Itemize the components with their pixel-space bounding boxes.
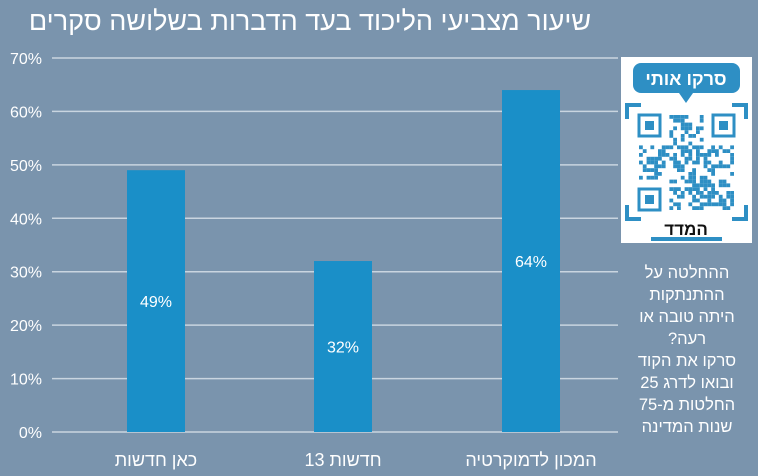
y-tick-label: 70% (10, 51, 42, 68)
qr-badge-text: סרקו אותי (645, 69, 726, 89)
bar (314, 261, 372, 432)
bar (127, 170, 185, 432)
x-category-label: כאן חדשות (115, 450, 198, 470)
x-category-label: המכון לדמוקרטיה (465, 450, 596, 470)
x-category-label: חדשות 13 (304, 450, 381, 470)
side-caption-line: רעה? (667, 330, 707, 348)
y-tick-label: 0% (19, 425, 42, 442)
bar (502, 90, 560, 433)
y-tick-label: 40% (10, 211, 42, 228)
y-tick-label: 50% (10, 158, 42, 175)
y-tick-label: 10% (10, 372, 42, 389)
qr-code-image: סרקו אותי המדד (625, 63, 748, 241)
y-tick-label: 30% (10, 265, 42, 282)
qr-code-panel[interactable]: סרקו אותי המדד (621, 57, 752, 243)
side-caption-line: היתה טובה או (639, 308, 735, 326)
side-caption: ההחלטה על ההתנתקות היתה טובה או רעה? סרקו את… (622, 262, 752, 438)
chart-title: שיעור מצביעי הליכוד בעד הדברות בשלושה סק… (28, 6, 592, 36)
side-caption-line: סרקו את הקוד (637, 352, 737, 370)
data-label: 64% (515, 254, 547, 271)
data-label: 49% (140, 294, 172, 311)
data-label: 32% (327, 340, 359, 357)
side-caption-line: ההתנתקות (649, 286, 725, 304)
logo-text: המדד (664, 220, 708, 239)
bar-chart: 0% 10% 20% 30% 40% 50% 60% 70% 49% כאן חדשות 32% חד… (10, 51, 618, 470)
side-caption-line: שנות המדינה (641, 418, 733, 436)
y-tick-label: 20% (10, 318, 42, 335)
y-tick-label: 60% (10, 104, 42, 121)
side-caption-line: החלטות מ-75 (638, 396, 736, 414)
side-caption-line: ההחלטה על (644, 264, 730, 282)
side-caption-line: ובואו לדרג 25 (640, 374, 734, 392)
